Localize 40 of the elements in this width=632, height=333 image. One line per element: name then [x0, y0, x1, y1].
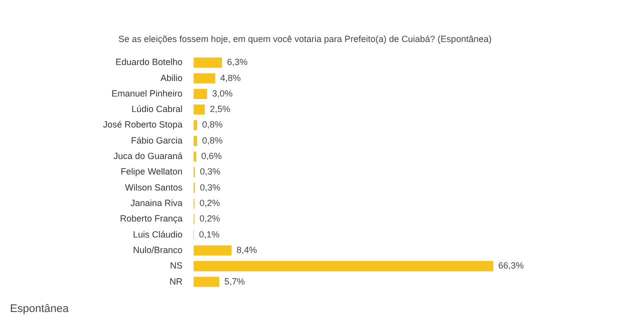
bar: [194, 261, 494, 272]
y-tick-label: Eduardo Botelho: [115, 57, 183, 68]
y-tick-label: Janaina Riva: [130, 198, 183, 208]
bar: [194, 73, 216, 84]
data-label: 5,7%: [224, 276, 245, 286]
y-tick-label: NR: [170, 276, 184, 286]
chart-title: Se as eleições fossem hoje, em quem você votaria para Prefeito(a) de Cuiabá? (Espontânea): [118, 34, 492, 44]
bar: [194, 88, 208, 100]
data-label: 0,8%: [202, 135, 223, 146]
y-tick-label: Nulo/Branco: [133, 244, 183, 255]
data-label: 6,3%: [227, 57, 248, 68]
data-label: 0,2%: [199, 198, 220, 208]
y-tick-label: Roberto França: [120, 214, 183, 224]
data-label: 66,3%: [498, 260, 524, 271]
y-tick-label: Fábio Garcia: [131, 135, 183, 146]
data-label: 8,4%: [236, 244, 258, 255]
bar: [194, 151, 196, 162]
text: Espontânea: [10, 303, 69, 315]
y-tick-label: Juca do Guaraná: [114, 151, 183, 162]
y-tick-label: Felipe Wellaton: [120, 166, 183, 177]
data-label: 0,1%: [199, 229, 220, 240]
y-tick-label: Luis Cláudio: [133, 229, 183, 240]
data-label: 0,6%: [201, 151, 222, 162]
data-label: 4,8%: [220, 72, 241, 83]
y-tick-label: Emanuel Pinheiro: [112, 88, 183, 98]
data-label: 0,8%: [202, 120, 223, 130]
y-tick-label: Wilson Santos: [125, 182, 184, 192]
y-tick-label: NS: [170, 260, 183, 271]
data-label: 0,3%: [200, 182, 220, 192]
bar: [194, 58, 222, 68]
y-tick-label: Abilio: [160, 72, 183, 83]
bar: [194, 245, 232, 256]
data-label: 2,5%: [210, 104, 230, 114]
bar: [194, 276, 220, 287]
data-label: 0,3%: [200, 166, 220, 177]
data-label: 0,2%: [199, 214, 220, 224]
bar: [194, 104, 205, 115]
y-tick-label: Lúdio Cabral: [132, 104, 183, 114]
y-tick-label: José Roberto Stopa: [102, 120, 183, 130]
data-label: 3,0%: [212, 88, 233, 98]
